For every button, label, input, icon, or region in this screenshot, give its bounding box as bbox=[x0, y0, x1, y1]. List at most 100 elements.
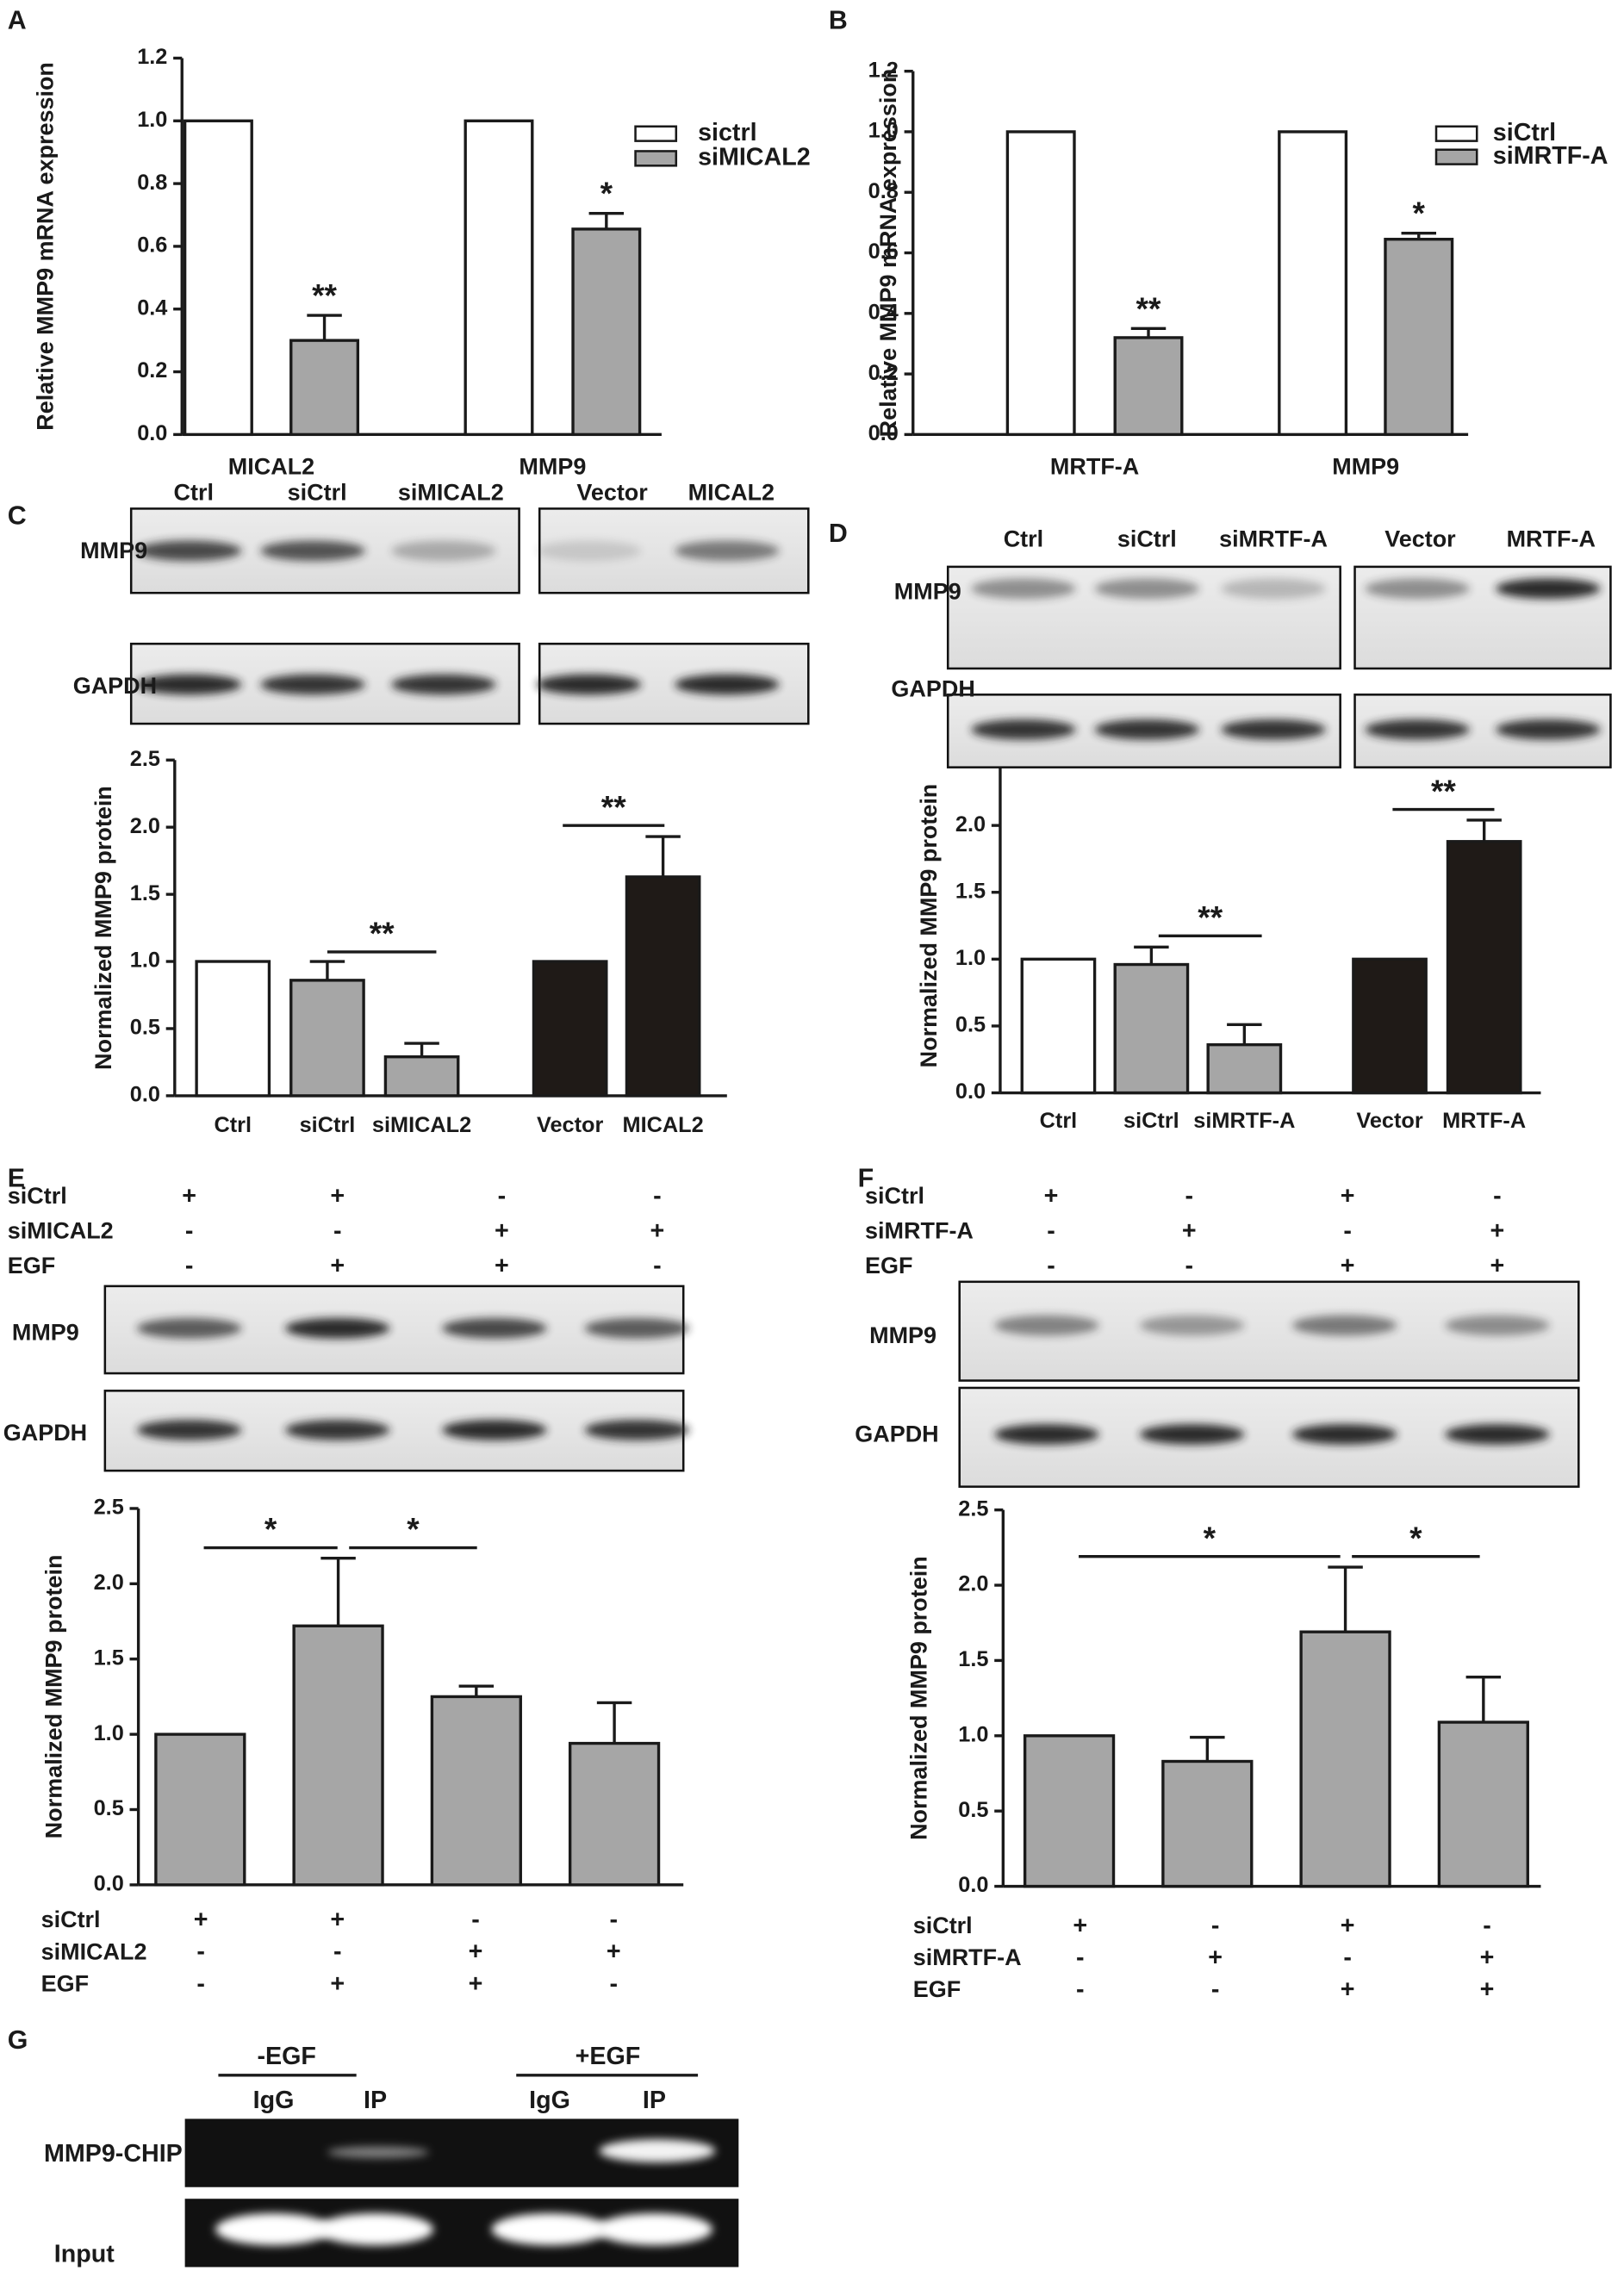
significance: ** bbox=[601, 788, 626, 824]
gel-band bbox=[215, 2213, 332, 2246]
blot-band bbox=[536, 674, 642, 695]
blot-band bbox=[391, 540, 496, 562]
condition-sign: + bbox=[1182, 1217, 1197, 1245]
condition-sign: + bbox=[469, 1970, 483, 1998]
y-tick-label: 2.0 bbox=[94, 1571, 124, 1595]
legend-swatch bbox=[1434, 148, 1478, 165]
legend-label: siMICAL2 bbox=[698, 143, 811, 171]
blot-band bbox=[994, 1315, 1099, 1336]
x-tick-label: MRTF-A bbox=[1442, 1109, 1526, 1133]
y-tick-label: 1.5 bbox=[955, 879, 986, 903]
condition-sign: - bbox=[1483, 1912, 1491, 1939]
y-tick-label: 1.0 bbox=[955, 946, 986, 970]
condition-sign: + bbox=[495, 1253, 509, 1280]
blot-band bbox=[1221, 718, 1326, 740]
bar bbox=[289, 339, 360, 437]
significance: * bbox=[407, 1511, 420, 1547]
condition-sign: - bbox=[196, 1938, 205, 1966]
condition-label: siCtrl bbox=[41, 1907, 101, 1932]
condition-sign: + bbox=[1341, 1253, 1355, 1280]
x-tick-label: siMRTF-A bbox=[1193, 1109, 1295, 1133]
panel-label: F bbox=[858, 1165, 874, 1193]
y-axis-label: Relative MMP9 mRNA expression bbox=[875, 69, 901, 438]
bar bbox=[1113, 962, 1190, 1095]
lane-label: Vector bbox=[576, 480, 648, 506]
bar bbox=[571, 227, 642, 437]
bar bbox=[183, 119, 253, 437]
row-label: Input bbox=[54, 2241, 115, 2268]
condition-sign: - bbox=[333, 1217, 342, 1245]
blot-band bbox=[1292, 1424, 1397, 1445]
y-tick-label: 0.5 bbox=[955, 1013, 986, 1037]
y-tick-label: 1.0 bbox=[958, 1722, 988, 1746]
x-tick-label: Ctrl bbox=[1040, 1109, 1078, 1133]
blot-band bbox=[136, 674, 242, 695]
significance: * bbox=[1413, 195, 1426, 231]
y-tick-label: 0.0 bbox=[137, 421, 167, 445]
condition-sign: - bbox=[471, 1907, 480, 1934]
condition-sign: + bbox=[469, 1938, 483, 1966]
blot-band bbox=[1094, 578, 1200, 599]
y-tick-label: 0.2 bbox=[137, 358, 167, 383]
blot-band bbox=[1445, 1424, 1550, 1445]
y-tick-label: 1.5 bbox=[958, 1647, 988, 1671]
y-tick-label: 2.0 bbox=[958, 1572, 988, 1596]
legend-swatch bbox=[634, 125, 678, 142]
lane-label: siCtrl bbox=[288, 480, 347, 506]
condition-sign: + bbox=[650, 1217, 664, 1245]
condition-sign: - bbox=[1076, 1944, 1085, 1971]
condition-label: siCtrl bbox=[913, 1913, 973, 1938]
condition-sign: + bbox=[1480, 1976, 1495, 2004]
bar bbox=[1005, 130, 1076, 437]
condition-sign: - bbox=[609, 1970, 618, 1998]
blot-band bbox=[285, 1420, 390, 1440]
blot-band bbox=[1139, 1424, 1245, 1445]
x-tick-label: Vector bbox=[1356, 1109, 1422, 1133]
y-tick-label: 1.5 bbox=[130, 881, 160, 905]
condition-sign: - bbox=[1343, 1217, 1352, 1245]
row-label: MMP9 bbox=[869, 1322, 936, 1348]
blot-band bbox=[442, 1317, 547, 1339]
legend-label: siMRTF-A bbox=[1493, 142, 1608, 170]
blot-band bbox=[260, 540, 365, 562]
condition-label: siMRTF-A bbox=[865, 1218, 974, 1244]
bar bbox=[1437, 1720, 1529, 1888]
panel-label: A bbox=[8, 6, 27, 34]
bar bbox=[430, 1695, 522, 1887]
panel-label: G bbox=[8, 2026, 28, 2055]
group-label: +EGF bbox=[576, 2043, 641, 2070]
condition-label: siCtrl bbox=[865, 1183, 924, 1209]
bar bbox=[1113, 336, 1184, 437]
condition-sign: + bbox=[1073, 1912, 1087, 1939]
condition-label: EGF bbox=[8, 1253, 55, 1278]
condition-sign: - bbox=[333, 1938, 342, 1966]
x-tick-label: siCtrl bbox=[300, 1113, 356, 1137]
panel-label: B bbox=[829, 6, 848, 34]
blot-band bbox=[994, 1424, 1099, 1445]
y-tick-label: 2.0 bbox=[955, 812, 986, 837]
x-tick-label: MRTF-A bbox=[1050, 453, 1139, 479]
significance: ** bbox=[370, 915, 395, 951]
condition-sign: - bbox=[498, 1183, 507, 1210]
condition-sign: - bbox=[653, 1183, 662, 1210]
y-tick-label: 0.5 bbox=[94, 1796, 124, 1820]
lane-label: IP bbox=[643, 2087, 666, 2114]
gel-band bbox=[491, 2213, 608, 2246]
condition-label: siMRTF-A bbox=[913, 1944, 1022, 1970]
row-label: MMP9-CHIP bbox=[44, 2140, 183, 2168]
condition-sign: + bbox=[1490, 1253, 1504, 1280]
legend-label: sictrl bbox=[698, 119, 756, 146]
blot-band bbox=[285, 1317, 390, 1339]
condition-sign: - bbox=[653, 1253, 662, 1280]
condition-sign: + bbox=[1208, 1944, 1223, 1971]
y-tick-label: 0.8 bbox=[868, 179, 899, 203]
blot-band bbox=[675, 540, 780, 562]
y-tick-label: 0.0 bbox=[958, 1873, 988, 1897]
row-label: MMP9 bbox=[80, 538, 147, 563]
x-tick-label: MMP9 bbox=[519, 453, 586, 479]
panel-label: E bbox=[8, 1165, 25, 1193]
y-axis-label: Normalized MMP9 protein bbox=[90, 786, 116, 1070]
y-tick-label: 2.5 bbox=[94, 1496, 124, 1520]
condition-sign: - bbox=[185, 1217, 194, 1245]
blot-band bbox=[971, 578, 1076, 599]
